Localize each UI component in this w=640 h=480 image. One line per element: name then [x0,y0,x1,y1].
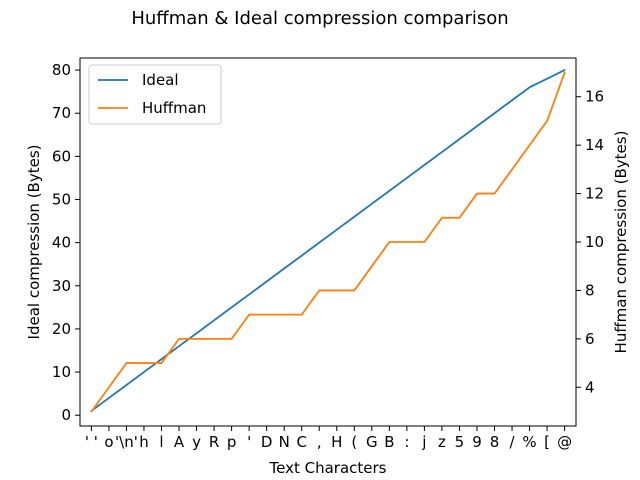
x-tick-label: G [366,433,378,451]
x-tick-label: H [331,433,342,451]
x-tick-label: C [296,433,306,451]
x-tick-label: D [261,433,273,451]
x-axis-label: Text Characters [269,459,387,477]
x-tick-label: l [159,433,163,451]
x-tick-label: p [227,433,237,451]
y-left-tick-label: 20 [52,320,71,338]
axes-frame [79,57,577,427]
y-left-tick-label: 10 [52,363,71,381]
y-left-tick-label: 60 [52,147,71,165]
y-right-tick-label: 4 [585,378,595,396]
x-tick-label: h [139,433,149,451]
x-tick-label: R [209,433,219,451]
y-left-tick-label: 0 [61,406,71,424]
x-tick-label: y [192,433,201,451]
x-tick-label: ' ' [85,433,98,451]
y-right-tick-label: 14 [585,136,604,154]
x-tick-label: 8 [490,433,500,451]
legend-label-huffman: Huffman [142,99,206,117]
x-tick-label: '\n' [115,433,138,451]
y-left-tick-label: 50 [52,191,71,209]
y-right-tick-label: 8 [585,281,595,299]
x-tick-label: / [509,433,515,451]
x-tick-label: o [104,433,113,451]
legend: Ideal Huffman [88,64,222,125]
y-left-tick-label: 30 [52,277,71,295]
x-tick-label: : [404,433,409,451]
y-axis-label-left: Ideal compression (Bytes) [25,145,43,340]
x-tick-label: A [174,433,185,451]
legend-label-ideal: Ideal [142,71,179,89]
x-tick-label: ' [247,433,251,451]
y-left-tick-label: 40 [52,234,71,252]
y-left-tick-label: 80 [52,61,71,79]
x-tick-label: 9 [472,433,482,451]
x-tick-label: B [384,433,394,451]
y-left-tick-label: 70 [52,104,71,122]
y-right-tick-label: 16 [585,88,604,106]
x-tick-label: ( [351,433,357,451]
series-line-huffman [90,71,566,413]
x-tick-label: % [522,433,536,451]
x-tick-label: 5 [455,433,465,451]
y-right-tick-label: 12 [585,185,604,203]
y-axis-label-right: Huffman compression (Bytes) [612,131,630,354]
x-tick-label: z [438,433,446,451]
y-right-tick-label: 10 [585,233,604,251]
x-tick-label: [ [544,433,550,451]
x-tick-label: j [421,433,426,451]
series-line-ideal [90,69,566,412]
x-tick-label: , [317,433,322,451]
chart-title: Huffman & Ideal compression comparison [131,8,508,29]
y-right-tick-label: 6 [585,330,595,348]
x-tick-label: N [279,433,290,451]
x-tick-label: @ [557,433,572,451]
